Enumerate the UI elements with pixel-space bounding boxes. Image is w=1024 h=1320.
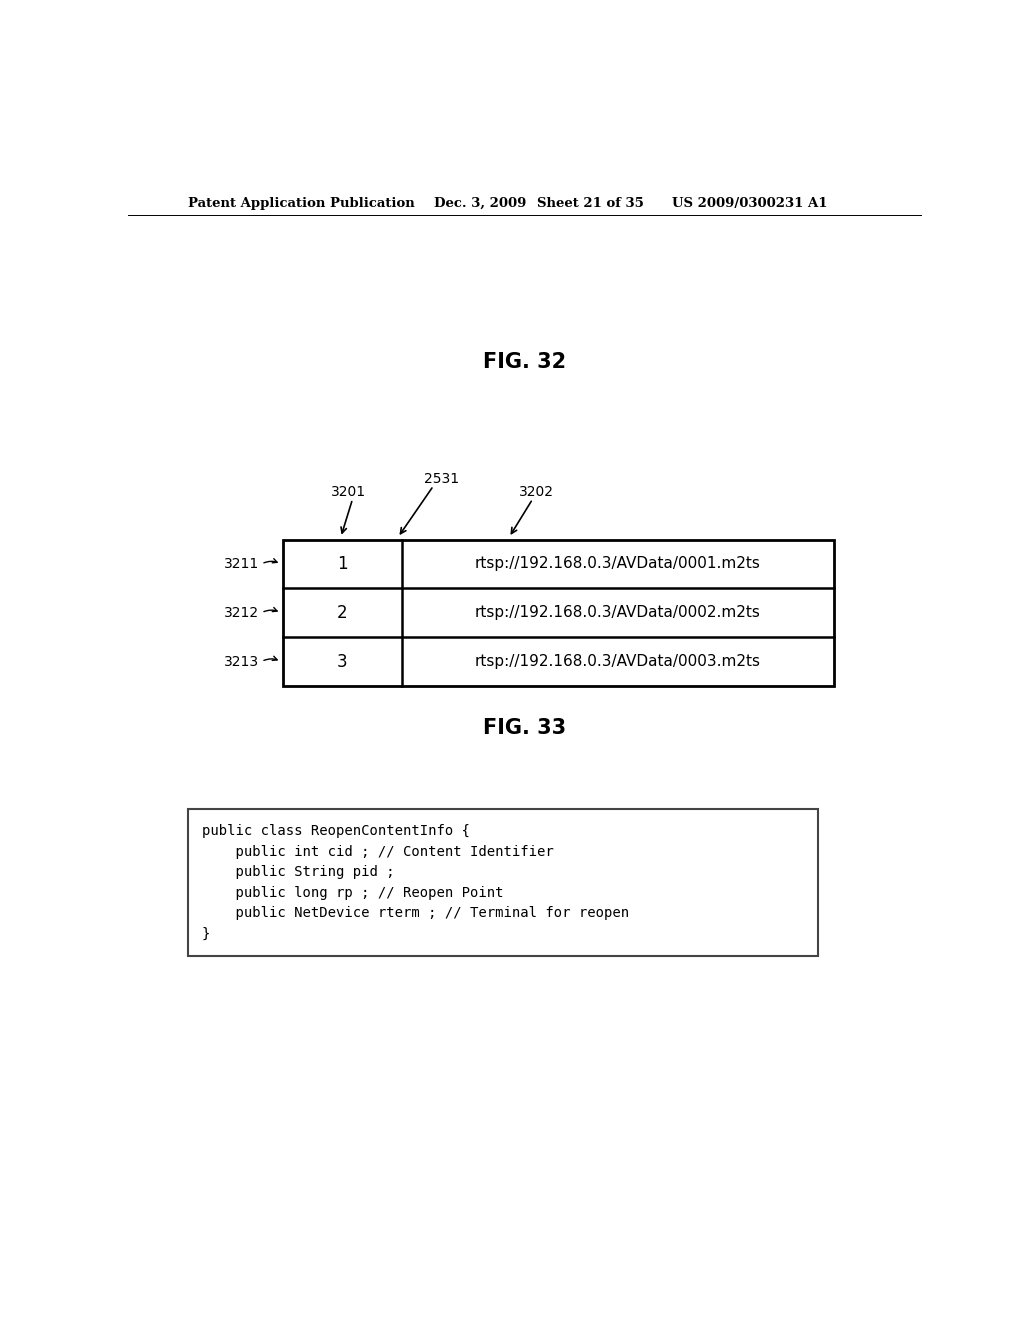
Text: public long rp ; // Reopen Point: public long rp ; // Reopen Point (202, 886, 504, 900)
Text: 3213: 3213 (224, 655, 259, 668)
Text: public int cid ; // Content Identifier: public int cid ; // Content Identifier (202, 845, 554, 859)
Text: 3211: 3211 (223, 557, 259, 572)
Text: rtsp://192.168.0.3/AVData/0002.m2ts: rtsp://192.168.0.3/AVData/0002.m2ts (475, 606, 761, 620)
Bar (283, 540, 835, 686)
Text: public NetDevice rterm ; // Terminal for reopen: public NetDevice rterm ; // Terminal for… (202, 907, 629, 920)
Text: Dec. 3, 2009: Dec. 3, 2009 (433, 197, 526, 210)
Text: 2: 2 (337, 603, 347, 622)
Text: 1: 1 (337, 554, 347, 573)
Text: Sheet 21 of 35: Sheet 21 of 35 (537, 197, 643, 210)
Text: rtsp://192.168.0.3/AVData/0001.m2ts: rtsp://192.168.0.3/AVData/0001.m2ts (475, 557, 761, 572)
Text: rtsp://192.168.0.3/AVData/0003.m2ts: rtsp://192.168.0.3/AVData/0003.m2ts (475, 653, 761, 669)
Text: Patent Application Publication: Patent Application Publication (187, 197, 415, 210)
Text: FIG. 32: FIG. 32 (483, 351, 566, 372)
Text: 3201: 3201 (331, 484, 367, 499)
Text: 2531: 2531 (424, 471, 459, 486)
Text: 3: 3 (337, 652, 347, 671)
Text: US 2009/0300231 A1: US 2009/0300231 A1 (672, 197, 827, 210)
Text: public class ReopenContentInfo {: public class ReopenContentInfo { (202, 825, 470, 838)
Bar (187, 809, 818, 956)
Text: }: } (202, 927, 210, 941)
Text: FIG. 33: FIG. 33 (483, 718, 566, 738)
Text: public String pid ;: public String pid ; (202, 866, 394, 879)
Text: 3212: 3212 (224, 606, 259, 619)
Text: 3202: 3202 (519, 484, 554, 499)
